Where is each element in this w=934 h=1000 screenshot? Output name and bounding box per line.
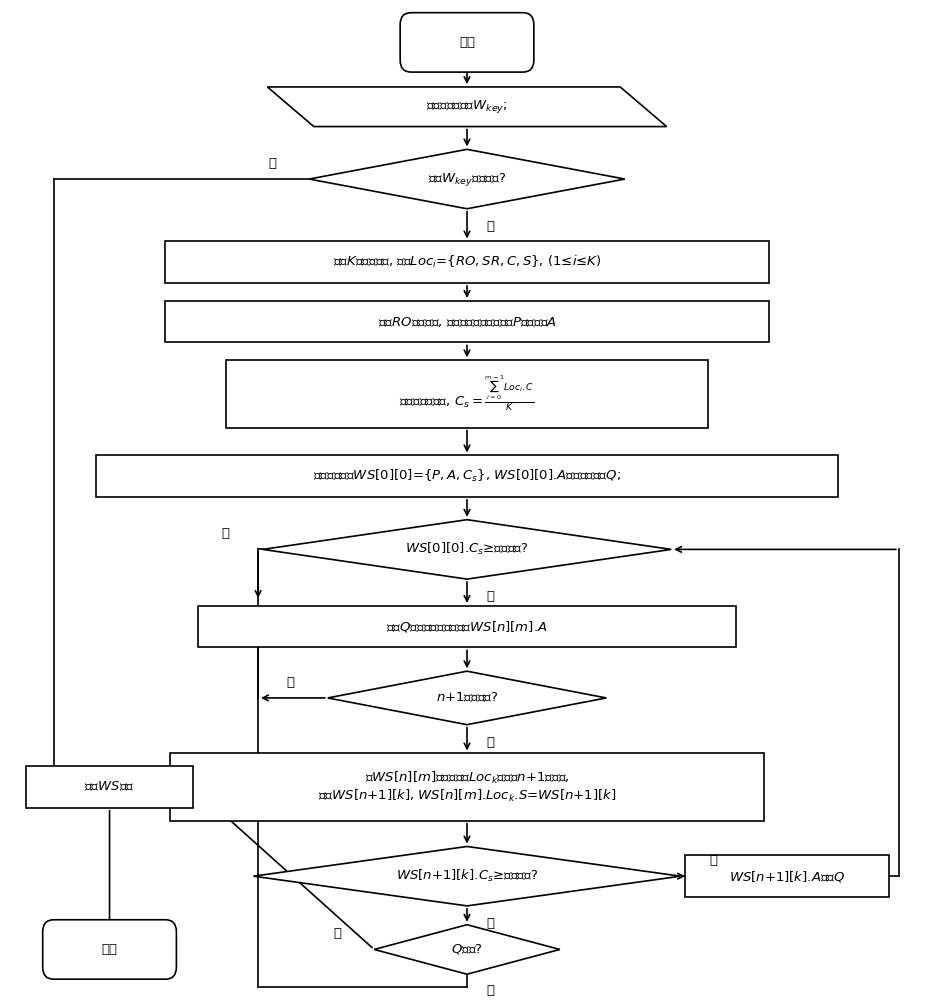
FancyBboxPatch shape <box>400 13 534 72</box>
Text: 开始: 开始 <box>459 36 475 49</box>
Polygon shape <box>309 149 625 209</box>
Text: 否: 否 <box>709 854 717 867</box>
Text: 提取$K$个位置描述, 记为$Loc_i$={$RO, SR, C, S$}, (1≤$i$≤$K$): 提取$K$个位置描述, 记为$Loc_i$={$RO, SR, C, S$}, … <box>333 254 601 270</box>
Text: 否: 否 <box>487 984 494 997</box>
Text: 依据$RO$是否精确, 将位置描述分为精确集$P$和模糊集$A$: 依据$RO$是否精确, 将位置描述分为精确集$P$和模糊集$A$ <box>377 315 557 329</box>
Bar <box>226 360 708 428</box>
Bar <box>95 455 839 497</box>
Text: 搜到$W_{key}$相关信息?: 搜到$W_{key}$相关信息? <box>428 171 506 188</box>
Text: $Q$为空?: $Q$为空? <box>451 942 483 956</box>
Text: 否: 否 <box>487 736 494 749</box>
Text: 结束: 结束 <box>102 943 118 956</box>
Text: 是: 是 <box>487 917 494 930</box>
Bar <box>686 855 889 897</box>
FancyBboxPatch shape <box>43 920 177 979</box>
Text: 输出$WS$集合: 输出$WS$集合 <box>84 780 134 794</box>
Polygon shape <box>253 846 681 906</box>
Text: 是: 是 <box>487 220 494 233</box>
Text: 否: 否 <box>268 157 276 170</box>
Polygon shape <box>262 520 672 579</box>
Text: $n$+1达到阈值?: $n$+1达到阈值? <box>436 691 498 705</box>
Polygon shape <box>328 671 606 725</box>
Polygon shape <box>267 87 667 127</box>
Text: 否: 否 <box>487 590 494 603</box>
Text: 计算搜索可信率, $C_s=\frac{\sum_{i=0}^{m-1}Loc_i.C}{K}$: 计算搜索可信率, $C_s=\frac{\sum_{i=0}^{m-1}Loc_… <box>400 374 534 413</box>
Text: 是: 是 <box>287 676 294 689</box>
Text: 取$WS$[$n$][$m$]中所有位置$Loc_k$进行第$n$+1次搜索,
存入$WS$[$n$+1][$k$], $WS$[$n$][$m$].$Loc_: 取$WS$[$n$][$m$]中所有位置$Loc_k$进行第$n$+1次搜索, … <box>318 770 616 804</box>
Bar <box>170 753 764 821</box>
Text: $WS$[$n$+1][$k$].$C_s$≥可信阈值?: $WS$[$n$+1][$k$].$C_s$≥可信阈值? <box>396 868 538 884</box>
Bar <box>198 606 736 647</box>
Polygon shape <box>375 925 559 974</box>
Text: 是: 是 <box>221 527 230 540</box>
Text: $WS$[0][0].$C_s$≥可信阈值?: $WS$[0][0].$C_s$≥可信阈值? <box>405 541 529 557</box>
Bar <box>165 301 769 342</box>
Text: $WS$[$n$+1][$k$].$A$存入$Q$: $WS$[$n$+1][$k$].$A$存入$Q$ <box>729 869 845 884</box>
Text: 用户输入查询词$W_{key}$;: 用户输入查询词$W_{key}$; <box>426 98 508 115</box>
Text: 是: 是 <box>333 927 341 940</box>
Bar <box>26 766 193 808</box>
Text: 取出$Q$中的某个模糊描述集$WS$[$n$][$m$].$A$: 取出$Q$中的某个模糊描述集$WS$[$n$][$m$].$A$ <box>387 619 547 634</box>
Text: 记搜索结果为$WS$[0][0]={$P, A, C_s$}, $WS$[0][0].$A$存入搜索集合$Q$;: 记搜索结果为$WS$[0][0]={$P, A, C_s$}, $WS$[0][… <box>313 468 621 484</box>
Bar <box>165 241 769 283</box>
